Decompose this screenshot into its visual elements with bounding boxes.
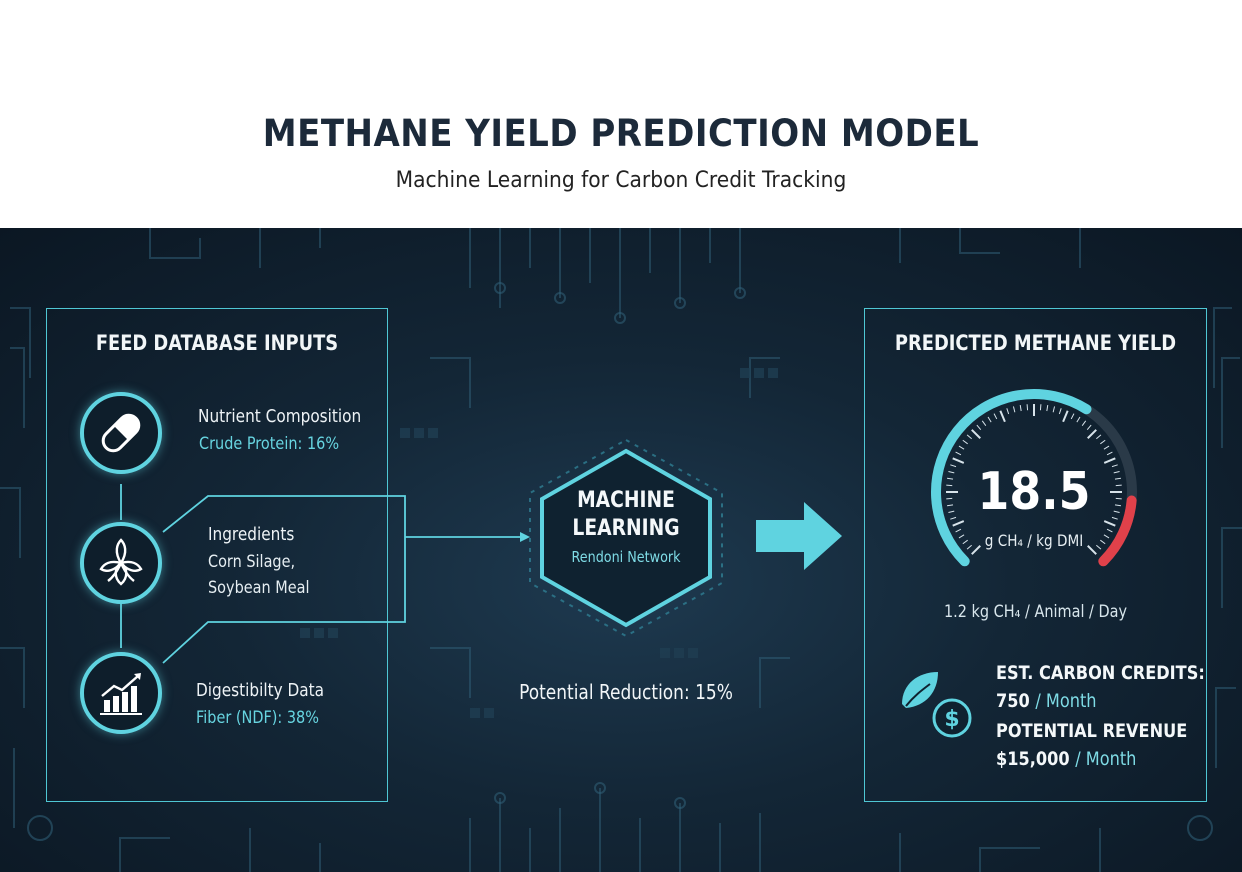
gauge-tick [1046,405,1049,412]
gauge-fill [931,389,1092,567]
gauge-tick [1113,510,1120,514]
ml-title-line2: LEARNING [572,516,680,541]
gauge-tick [966,434,972,440]
gauge-tick [971,429,981,439]
digestibility-label: Digestibilty Data [196,680,325,701]
ml-title-line1: MACHINE [577,488,675,513]
carbon-credits-label: EST. CARBON CREDITS: [996,662,1205,684]
gauge-tick [1087,429,1097,439]
potential-revenue-unit: / Month [1075,748,1137,770]
gauge-tick [952,520,965,527]
gauge-tick [993,413,998,420]
circuit-background [0,228,1242,872]
capsule-icon [80,392,162,474]
gauge-tick [1058,408,1062,415]
gauge-tick [955,451,962,456]
gauge-value: 18.5 [977,462,1091,522]
gauge-tick [1114,504,1121,507]
gauge-tick [999,410,1006,423]
gauge-tick [1086,424,1092,430]
gauge-tick [976,424,982,430]
gauge-tick [987,416,992,423]
gauge-tick [1111,464,1118,468]
gauge-tick [950,464,957,468]
methane-per-animal-day: 1.2 kg CH₄ / Animal / Day [943,602,1128,622]
gauge-tick [971,545,981,555]
gauge-tick [1087,545,1097,555]
potential-revenue-value: $15,000 [996,748,1070,770]
gauge-tick [1070,413,1075,420]
feed-inputs-panel: FEED DATABASE INPUTS [46,308,388,802]
svg-text:$: $ [944,707,959,732]
ingredients-detail-line2: Soybean Meal [208,578,310,598]
gauge-tick [962,539,968,545]
carbon-credits-value: 750 [996,690,1030,712]
bar-chart-trend-icon [80,652,162,734]
gauge-tick [1103,457,1116,464]
gauge-tick [958,534,965,539]
predicted-yield-panel: PREDICTED METHANE YIELD [864,308,1207,802]
potential-reduction: Potential Reduction: 15% [519,680,733,704]
ml-subtitle: Rendoni Network [571,548,681,566]
gauge-tick [1006,408,1010,415]
gauge-tick [948,470,955,474]
gauge-tick [1052,406,1056,413]
gauge-alert-zone [1098,495,1137,567]
gauge-tick [955,528,962,533]
page-title: METHANE YIELD PREDICTION MODEL [262,112,980,155]
gauge-tick [1106,528,1113,533]
carbon-credits-row: 750 / Month [996,690,1097,712]
ml-hexagon [529,438,723,638]
gauge-tick [1114,477,1121,480]
leaf-cluster-icon [80,522,162,604]
gauge-tick [1012,406,1016,413]
gauge-tick [962,439,968,445]
gauge-tick [1019,405,1022,412]
gauge-tick [1113,470,1120,474]
right-arrow-icon [756,502,842,570]
gauge-tick [1103,445,1110,450]
gauge-tick [1096,544,1102,550]
gauge-tick [1106,451,1113,456]
gauge-tick [958,445,965,450]
gauge-tick [952,457,965,464]
gauge-unit: g CH₄ / kg DMI [984,531,1084,550]
methane-gauge [931,389,1137,567]
gauge-tick [947,477,954,480]
gauge-tick [950,516,957,520]
nutrient-composition-label: Nutrient Composition [198,406,362,427]
fiber-ndf-value: Fiber (NDF): 38% [196,708,319,728]
gauge-tick [1111,516,1118,520]
gauge-tick [1103,534,1110,539]
feed-inputs-title: FEED DATABASE INPUTS [95,331,339,355]
gauge-tick [1081,420,1087,426]
potential-revenue-row: $15,000 / Month [996,748,1136,770]
gauge-tick [947,504,954,507]
gauge-tick [948,510,955,514]
leaf-dollar-icon: $ [898,668,978,748]
gauge-tick [1103,520,1116,527]
gauge-tick [1100,439,1106,445]
gauge-tick [1096,434,1102,440]
gauge-tick [1100,539,1106,545]
header-band: METHANE YIELD PREDICTION MODEL Machine L… [0,0,1242,228]
crude-protein-value: Crude Protein: 16% [199,434,340,454]
predicted-yield-title: PREDICTED METHANE YIELD [894,331,1177,355]
carbon-credits-unit: / Month [1035,690,1097,712]
gauge-tick [966,544,972,550]
gauge-tick [981,420,987,426]
gauge-tick [1062,410,1069,423]
potential-revenue-label: POTENTIAL REVENUE [996,720,1188,742]
ingredients-label: Ingredients [208,524,295,545]
gauge-tick [1076,416,1081,423]
ingredients-detail-line1: Corn Silage, [208,552,296,572]
page-subtitle: Machine Learning for Carbon Credit Track… [395,168,847,193]
